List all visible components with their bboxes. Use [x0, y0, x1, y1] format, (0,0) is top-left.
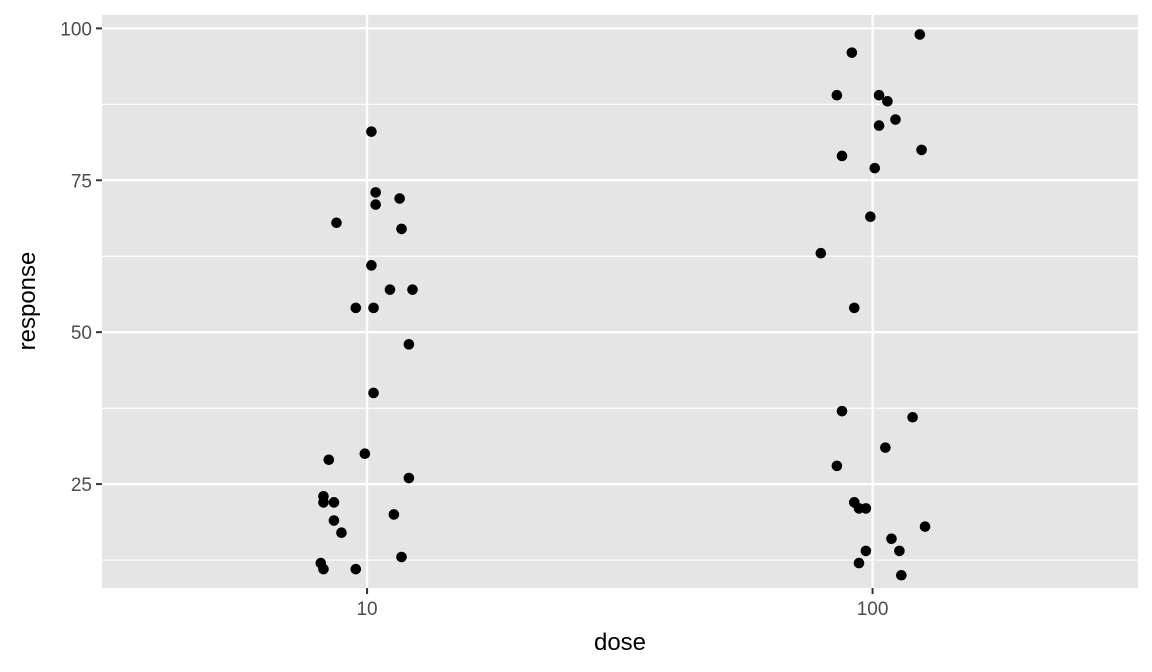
data-point	[366, 126, 377, 137]
major-gridlines	[102, 15, 1138, 588]
data-point	[882, 95, 893, 107]
data-point	[916, 144, 927, 156]
data-point	[907, 411, 918, 423]
data-point	[919, 521, 931, 532]
data-point	[836, 405, 848, 417]
x-axis-title: dose	[594, 629, 646, 656]
data-point	[350, 302, 362, 314]
data-point	[873, 120, 885, 131]
data-point	[328, 497, 340, 508]
data-point	[331, 217, 342, 229]
data-point	[396, 551, 407, 563]
data-point	[368, 387, 379, 399]
data-point	[323, 454, 335, 466]
data-point	[328, 515, 340, 526]
x-axis: 10 100	[356, 588, 888, 620]
data-point	[890, 114, 901, 125]
data-point	[846, 47, 858, 58]
data-point	[853, 557, 865, 569]
data-point	[394, 193, 405, 204]
data-point	[860, 503, 872, 514]
data-point	[366, 260, 377, 271]
y-tick-label: 100	[60, 19, 92, 40]
y-axis: 25 50 75 100	[60, 19, 102, 496]
x-tick-label: 100	[857, 599, 889, 620]
data-point	[865, 211, 876, 223]
data-point	[831, 460, 843, 472]
data-points	[315, 29, 931, 581]
data-point	[815, 247, 827, 259]
data-point	[370, 187, 381, 198]
data-point	[370, 199, 381, 210]
data-point	[384, 284, 396, 295]
y-tick-label: 50	[71, 323, 92, 344]
data-point	[403, 472, 415, 484]
data-point	[914, 29, 926, 40]
data-point	[836, 150, 848, 162]
data-point	[896, 569, 907, 581]
y-tick-label: 75	[71, 171, 92, 192]
data-point	[403, 339, 415, 350]
data-point	[407, 284, 418, 295]
y-tick-label: 25	[71, 475, 92, 496]
data-point	[848, 302, 860, 314]
plot-panel	[102, 15, 1138, 588]
data-point	[318, 563, 329, 575]
data-point	[359, 448, 371, 460]
data-point	[368, 302, 379, 314]
data-point	[873, 89, 885, 101]
minor-gridlines	[102, 103, 1138, 561]
data-point	[860, 545, 872, 557]
data-point	[388, 509, 400, 520]
data-point	[396, 223, 407, 235]
data-point	[880, 442, 891, 453]
data-point	[894, 545, 905, 557]
x-tick-label: 10	[356, 599, 377, 620]
data-point	[350, 563, 362, 575]
data-point	[336, 527, 347, 539]
data-point	[318, 497, 329, 508]
data-point	[869, 162, 881, 174]
y-axis-title: response	[14, 252, 41, 351]
data-point	[831, 89, 843, 101]
data-point	[886, 533, 897, 545]
